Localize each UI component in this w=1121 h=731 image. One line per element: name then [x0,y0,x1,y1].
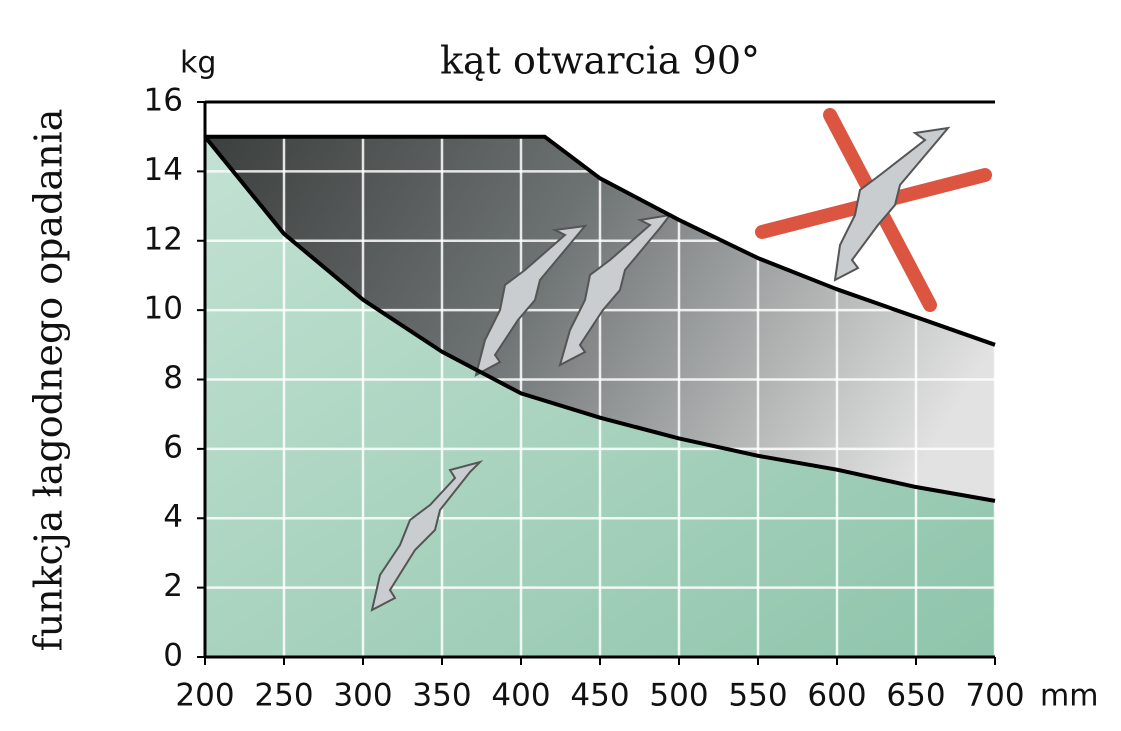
arrow-icon [833,126,951,282]
y-tick-label: 10 [144,291,183,327]
curve [203,135,996,503]
area [205,136,995,657]
y-unit: kg [180,46,216,81]
y-tick-label: 12 [144,221,183,257]
x-tick-label: 250 [254,678,313,714]
y-tick-label: 16 [144,83,183,119]
x-tick-label: 350 [412,678,471,714]
y-tick-label: 4 [163,499,183,535]
x-tick-label: 500 [649,678,708,714]
y-tick-label: 8 [163,360,183,396]
arrow-icon [370,213,673,612]
x-tick-label: 600 [807,678,866,714]
x-tick-label: 700 [965,678,1024,714]
y-axis-label: funkcja łagodnego opadania [27,109,71,652]
x-unit: mm [1040,679,1098,714]
curve [205,134,996,347]
x-tick-label: 450 [570,678,629,714]
x-tick-label: 300 [333,678,392,714]
y-tick-label: 2 [163,568,183,604]
y-tick-label: 0 [163,638,183,674]
foreground: 200 250 300 350 400 450 500 550 600 650 700 0 2 4 6 8 10… [144,83,1025,714]
chart-title: kąt otwarcia 90° [440,39,760,83]
x-tick-label: 400 [491,678,550,714]
y-tick-label: 14 [144,152,183,188]
y-tick-label: 6 [163,429,183,465]
decoration [370,108,992,612]
x-tick-label: 650 [886,678,945,714]
x-tick-label: 200 [175,678,234,714]
x-tick-label: 550 [728,678,787,714]
